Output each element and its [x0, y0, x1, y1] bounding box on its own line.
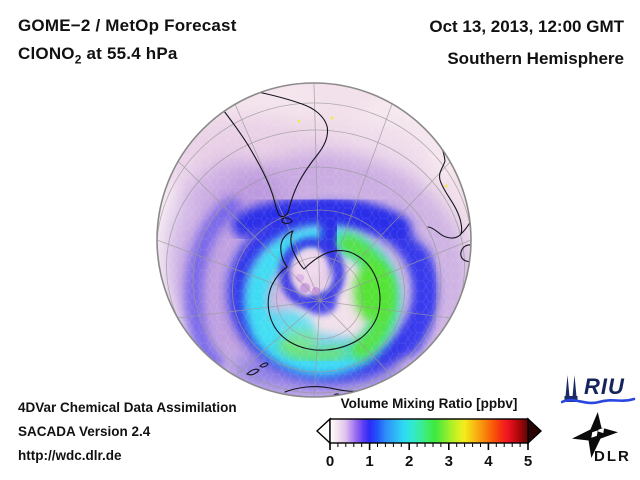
- river-wave-icon: [561, 397, 636, 405]
- africa-east-coast: [460, 213, 471, 235]
- svg-text:4: 4: [484, 453, 493, 470]
- url-label: http://wdc.dlr.de: [18, 448, 122, 463]
- assimilation-label: 4DVar Chemical Data Assimilation: [18, 400, 237, 415]
- hemisphere-label: Southern Hemisphere: [447, 49, 624, 68]
- colorbar-left-arrow: [316, 417, 331, 445]
- plot-title-block: GOME−2 / MetOp Forecast ClONO2 at 55.4 h…: [18, 12, 237, 73]
- svg-text:5: 5: [524, 453, 532, 470]
- version-label: SACADA Version 2.4: [18, 424, 151, 439]
- datetime-block: Oct 13, 2013, 12:00 GMT Southern Hemisph…: [429, 11, 624, 75]
- species-subscript: 2: [74, 52, 82, 67]
- mixing-ratio-field: [157, 83, 471, 397]
- australia-south-coast: [284, 386, 357, 393]
- cathedral-icon: [564, 375, 578, 402]
- graticule: [157, 83, 471, 397]
- svg-text:1: 1: [365, 453, 373, 470]
- colorbar-gradient: [329, 418, 529, 444]
- svg-text:0: 0: [326, 453, 334, 470]
- species-label: ClONO: [18, 44, 75, 63]
- observation-speck: [297, 119, 301, 123]
- madagascar-outline: [460, 244, 471, 262]
- svg-text:2: 2: [405, 453, 413, 470]
- colorbar: Volume Mixing Ratio [ppbv]: [316, 396, 542, 471]
- colorbar-title: Volume Mixing Ratio [ppbv]: [340, 396, 518, 411]
- credits-block: 4DVar Chemical Data Assimilation SACADA …: [18, 396, 237, 468]
- south-america-outline: [211, 89, 329, 218]
- colorbar-ticks: [329, 443, 529, 450]
- species-level-line: ClONO2 at 55.4 hPa: [18, 40, 237, 73]
- observation-speck: [444, 184, 448, 188]
- riu-logo: RIU: [561, 372, 639, 408]
- colorbar-right-arrow: [527, 417, 542, 445]
- globe-rim: [156, 82, 472, 398]
- svg-text:3: 3: [445, 453, 453, 470]
- antarctica-outline: [267, 230, 381, 351]
- tierra-del-fuego-outline: [281, 217, 293, 224]
- plot-title: GOME−2 / MetOp Forecast: [18, 16, 237, 35]
- datetime-label: Oct 13, 2013, 12:00 GMT: [429, 17, 624, 36]
- colorbar-tick-labels: 0 1 2 3 4 5: [326, 453, 532, 470]
- dlr-star-icon: [572, 412, 618, 458]
- tasmania-outline: [333, 393, 342, 397]
- riu-logo-text: RIU: [584, 374, 625, 399]
- colorbar-scale: 0 1 2 3 4 5: [316, 417, 542, 470]
- dlr-logo: DLR: [570, 410, 640, 472]
- riu-logo-graphic: [561, 375, 636, 405]
- dlr-logo-text: DLR: [594, 448, 631, 465]
- pressure-level-label: at 55.4 hPa: [81, 44, 178, 63]
- new-zealand-outline: [246, 362, 269, 376]
- observation-speck: [330, 116, 334, 120]
